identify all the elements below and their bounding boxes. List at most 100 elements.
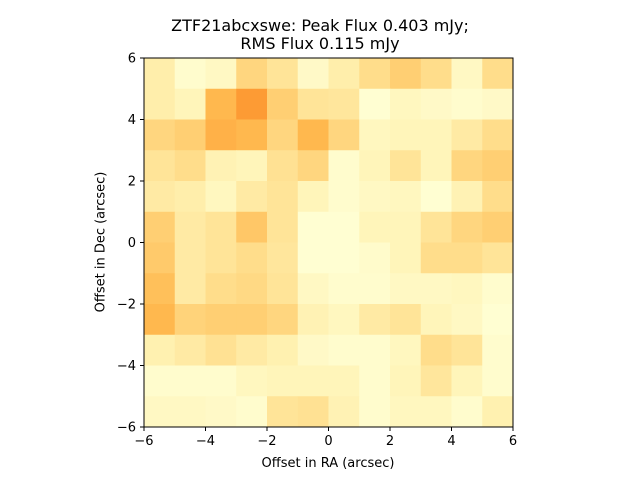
heatmap-cell xyxy=(174,211,206,243)
heatmap-cell xyxy=(174,304,206,336)
heatmap-cell xyxy=(205,211,237,243)
x-axis-label: Offset in RA (arcsec) xyxy=(261,456,395,471)
heatmap-cell xyxy=(328,150,360,182)
y-tick-label: −4 xyxy=(117,359,136,374)
heatmap-cell xyxy=(297,88,329,120)
heatmap-cell xyxy=(328,396,360,428)
heatmap-cell xyxy=(451,304,483,336)
heatmap-cell xyxy=(144,88,176,120)
heatmap-cell xyxy=(420,119,452,151)
heatmap-cell xyxy=(297,273,329,305)
y-tick-label: 2 xyxy=(128,175,136,190)
x-tick-label: 0 xyxy=(324,434,332,449)
heatmap-cell xyxy=(390,181,422,213)
heatmap-cell xyxy=(328,242,360,274)
heatmap-cell xyxy=(174,273,206,305)
heatmap-cell xyxy=(359,396,391,428)
heatmap-cell xyxy=(144,58,176,90)
heatmap-cell xyxy=(482,88,514,120)
heatmap-cell xyxy=(174,181,206,213)
heatmap-cell xyxy=(205,150,237,182)
heatmap-cell xyxy=(420,242,452,274)
heatmap-cell xyxy=(390,304,422,336)
heatmap-cell xyxy=(359,58,391,90)
heatmap-cell xyxy=(236,334,268,366)
heatmap-cell xyxy=(482,396,514,428)
heatmap-cell xyxy=(359,365,391,397)
heatmap-cell xyxy=(451,365,483,397)
heatmap-cell xyxy=(205,334,237,366)
heatmap-cell xyxy=(328,365,360,397)
y-axis-ticks: −6 −4 −2 0 2 4 6 xyxy=(117,52,144,436)
heatmap-cell xyxy=(482,273,514,305)
heatmap-cell xyxy=(359,119,391,151)
heatmap-cells xyxy=(144,58,514,428)
heatmap-cell xyxy=(359,304,391,336)
heatmap-cell xyxy=(174,334,206,366)
heatmap-cell xyxy=(297,150,329,182)
heatmap-cell xyxy=(236,58,268,90)
heatmap-cell xyxy=(174,396,206,428)
heatmap-cell xyxy=(174,88,206,120)
heatmap-cell xyxy=(297,242,329,274)
heatmap-cell xyxy=(390,365,422,397)
heatmap-cell xyxy=(236,273,268,305)
chart-title-line-1: ZTF21abcxswe: Peak Flux 0.403 mJy; xyxy=(171,16,469,35)
heatmap-cell xyxy=(205,181,237,213)
heatmap-cell xyxy=(205,88,237,120)
heatmap-cell xyxy=(328,119,360,151)
heatmap-cell xyxy=(144,396,176,428)
heatmap-cell xyxy=(267,334,299,366)
heatmap-cell xyxy=(451,334,483,366)
heatmap-cell xyxy=(482,150,514,182)
heatmap-cell xyxy=(359,181,391,213)
heatmap-cell xyxy=(420,150,452,182)
heatmap-cell xyxy=(174,365,206,397)
heatmap-cell xyxy=(267,181,299,213)
heatmap-cell xyxy=(420,304,452,336)
heatmap-cell xyxy=(236,150,268,182)
heatmap-cell xyxy=(205,304,237,336)
heatmap-cell xyxy=(482,181,514,213)
heatmap-cell xyxy=(451,119,483,151)
heatmap-cell xyxy=(328,273,360,305)
heatmap-cell xyxy=(482,242,514,274)
heatmap-cell xyxy=(297,396,329,428)
heatmap-cell xyxy=(267,88,299,120)
heatmap-cell xyxy=(390,334,422,366)
heatmap-cell xyxy=(297,334,329,366)
heatmap-cell xyxy=(451,58,483,90)
heatmap-cell xyxy=(482,211,514,243)
heatmap-cell xyxy=(205,273,237,305)
y-tick-label: 4 xyxy=(128,113,136,128)
heatmap-cell xyxy=(236,88,268,120)
heatmap-cell xyxy=(328,58,360,90)
heatmap-cell xyxy=(297,181,329,213)
heatmap-cell xyxy=(267,119,299,151)
heatmap-cell xyxy=(267,242,299,274)
chart-title-line-2: RMS Flux 0.115 mJy xyxy=(240,34,400,53)
heatmap-cell xyxy=(420,365,452,397)
heatmap-cell xyxy=(359,150,391,182)
heatmap-cell xyxy=(328,88,360,120)
heatmap-cell xyxy=(420,396,452,428)
heatmap-cell xyxy=(144,150,176,182)
heatmap-cell xyxy=(205,242,237,274)
x-tick-label: 2 xyxy=(386,434,394,449)
y-tick-label: 0 xyxy=(128,236,136,251)
heatmap-cell xyxy=(144,334,176,366)
x-tick-label: −2 xyxy=(257,434,276,449)
x-axis-ticks: −6 −4 −2 0 2 4 6 xyxy=(134,427,517,449)
heatmap-cell xyxy=(482,334,514,366)
x-tick-label: 6 xyxy=(509,434,517,449)
heatmap-cell xyxy=(144,304,176,336)
heatmap-cell xyxy=(174,119,206,151)
heatmap-cell xyxy=(297,365,329,397)
x-tick-label: 4 xyxy=(447,434,455,449)
heatmap-cell xyxy=(420,211,452,243)
heatmap-cell xyxy=(390,150,422,182)
heatmap-cell xyxy=(144,365,176,397)
heatmap-cell xyxy=(174,58,206,90)
heatmap-cell xyxy=(482,304,514,336)
